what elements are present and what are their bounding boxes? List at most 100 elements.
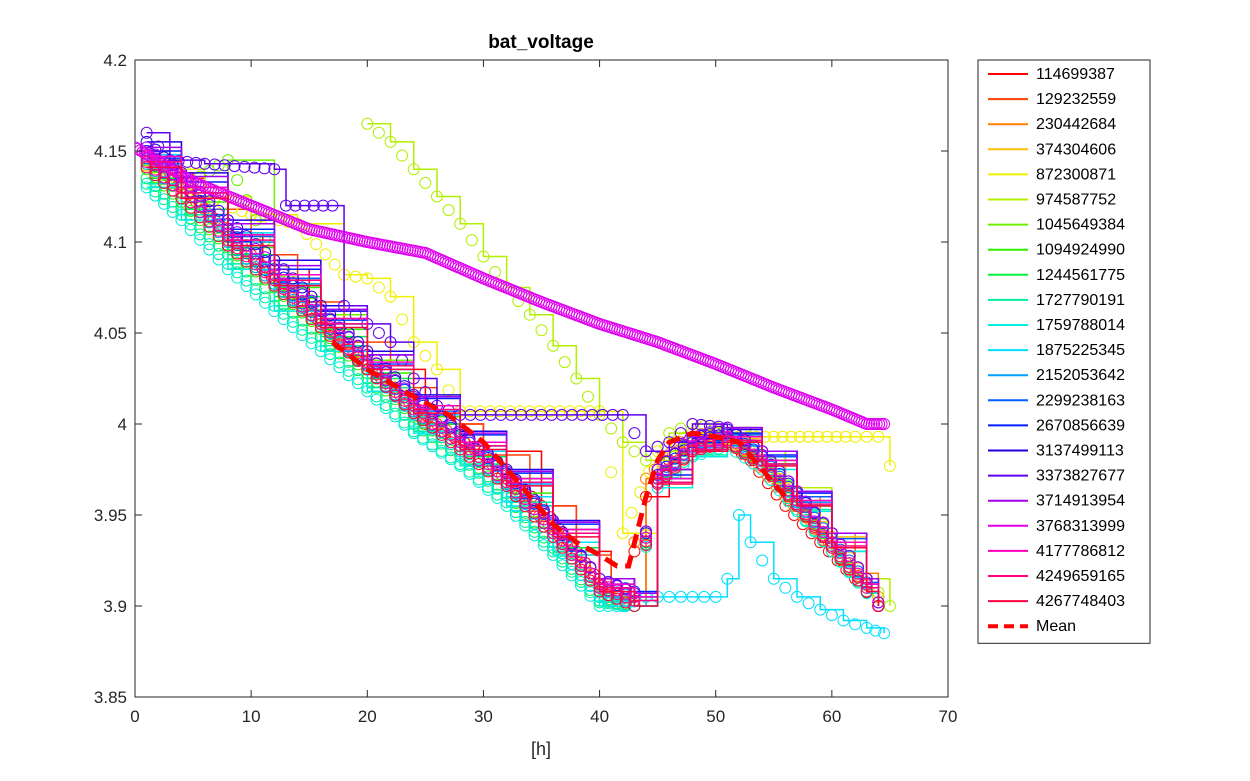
data-point [149, 189, 162, 202]
legend-label: Mean [1036, 618, 1076, 635]
legend-label: 1244561775 [1036, 267, 1125, 284]
data-point [528, 525, 541, 538]
data-point [773, 468, 786, 481]
data-point [868, 418, 881, 430]
data-point [528, 510, 541, 523]
data-point [435, 428, 448, 441]
data-point [296, 323, 309, 336]
x-tick-label: 70 [939, 707, 958, 726]
data-point [791, 590, 804, 603]
data-point [811, 430, 824, 443]
legend-label: 3137499113 [1036, 443, 1124, 460]
data-point [686, 418, 699, 430]
data-point [712, 433, 725, 446]
data-point [342, 369, 355, 382]
data-point [454, 459, 467, 472]
data-point [305, 337, 318, 350]
legend-label: 3714913954 [1036, 493, 1125, 510]
data-point [605, 466, 618, 479]
data-point [825, 609, 838, 622]
data-point [738, 433, 751, 446]
data-point [776, 430, 789, 443]
data-point [184, 201, 197, 214]
data-point [249, 258, 262, 271]
data-point [454, 217, 467, 230]
data-point [240, 255, 253, 268]
data-point [875, 418, 888, 430]
data-point [249, 263, 262, 276]
data-point [883, 600, 896, 612]
data-point [231, 271, 244, 284]
legend-label: 2299238163 [1036, 392, 1125, 409]
data-point [584, 579, 597, 592]
data-point [259, 251, 272, 264]
data-point [435, 437, 448, 450]
data-point [482, 465, 495, 478]
data-point [537, 535, 550, 548]
data-point [372, 126, 385, 139]
data-point [537, 517, 550, 530]
data-point [767, 572, 780, 585]
data-point [556, 541, 569, 554]
data-point [799, 510, 812, 523]
data-point [372, 327, 385, 339]
data-point [556, 547, 569, 560]
data-point [444, 419, 457, 432]
legend-box [977, 59, 1151, 644]
data-point [286, 315, 299, 328]
data-point [574, 550, 587, 563]
data-point [849, 618, 862, 631]
data-point [793, 430, 806, 443]
data-point [515, 408, 528, 421]
data-point [677, 453, 690, 466]
data-point [158, 171, 171, 184]
data-point [158, 197, 171, 210]
data-point [574, 563, 587, 576]
data-point [472, 473, 485, 486]
data-point [231, 266, 244, 279]
data-point [296, 314, 309, 327]
data-point [396, 149, 409, 162]
data-point [349, 270, 362, 283]
data-point [396, 313, 409, 326]
data-point [228, 160, 241, 173]
data-point [472, 463, 485, 476]
data-point [744, 536, 757, 549]
data-point [491, 472, 504, 485]
data-point [140, 161, 153, 174]
data-point [231, 174, 244, 187]
data-point [370, 393, 383, 406]
data-point [203, 220, 216, 233]
data-point [384, 290, 397, 303]
data-point [573, 405, 586, 418]
data-point [463, 450, 476, 463]
data-point [310, 238, 323, 251]
data-point [286, 296, 299, 309]
data-point [698, 590, 711, 603]
data-point [721, 421, 734, 434]
data-point [140, 181, 153, 194]
data-point [259, 266, 272, 279]
data-point [825, 541, 838, 554]
data-point [640, 535, 653, 548]
data-point [398, 394, 411, 407]
data-point [333, 361, 346, 374]
data-point [238, 160, 251, 173]
data-point [417, 414, 430, 427]
data-point [258, 162, 271, 175]
data-point [472, 458, 485, 471]
data-point [547, 339, 560, 352]
data-point [660, 469, 673, 482]
data-point [505, 408, 518, 421]
data-point [674, 427, 687, 440]
data-point [843, 560, 856, 573]
data-point [305, 313, 318, 326]
data-point [616, 408, 629, 421]
data-point [175, 192, 188, 205]
data-point [830, 430, 843, 443]
legend-label: 4249659165 [1036, 568, 1125, 585]
data-point [537, 520, 550, 533]
data-point [586, 408, 599, 421]
data-point [576, 408, 589, 421]
